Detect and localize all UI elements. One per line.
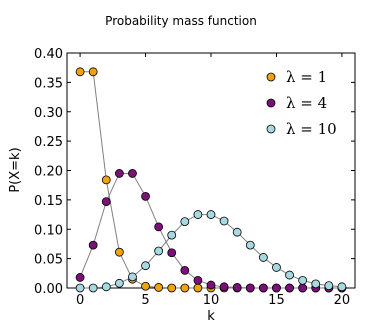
legend-label: λ = 1 — [286, 68, 327, 86]
data-point — [180, 283, 190, 293]
data-point — [219, 216, 229, 226]
series-layer — [75, 67, 347, 293]
data-point — [101, 197, 111, 207]
data-point — [206, 210, 216, 219]
legend-label: λ = 10 — [286, 120, 337, 138]
data-point — [285, 283, 294, 293]
data-point — [75, 67, 85, 77]
data-point — [141, 261, 150, 271]
y-tick-label: 0.30 — [34, 106, 63, 121]
data-point — [258, 253, 268, 262]
data-point — [311, 279, 321, 289]
y-tick-label: 0.00 — [34, 282, 63, 297]
y-axis: 0.00 0.05 0.10 0.15 0.20 0.25 0.30 0.35 0.40 — [34, 47, 355, 297]
x-tick-label: 15 — [268, 293, 285, 308]
x-tick-label: 10 — [203, 293, 220, 308]
data-point — [193, 210, 203, 219]
data-point — [88, 240, 98, 250]
y-tick-label: 0.20 — [34, 165, 63, 180]
data-point — [75, 273, 85, 282]
y-tick-label: 0.10 — [34, 223, 63, 238]
data-point — [272, 263, 281, 272]
legend-marker — [266, 98, 276, 108]
data-point — [180, 217, 190, 227]
data-point — [167, 230, 177, 240]
data-point — [206, 280, 216, 290]
data-point — [180, 265, 190, 275]
data-point — [141, 281, 150, 291]
y-tick-label: 0.05 — [34, 253, 63, 268]
data-point — [219, 282, 229, 292]
data-point — [88, 283, 98, 293]
data-point — [101, 282, 111, 292]
data-point — [167, 283, 177, 293]
legend-marker — [266, 72, 276, 82]
data-point — [337, 282, 347, 292]
data-point — [101, 175, 111, 185]
data-point — [232, 227, 242, 237]
data-point — [193, 275, 203, 285]
data-point — [154, 283, 164, 292]
data-point — [245, 240, 255, 250]
y-tick-label: 0.35 — [34, 76, 63, 91]
data-point — [245, 283, 255, 293]
y-tick-label: 0.25 — [34, 135, 63, 150]
data-point — [298, 283, 308, 293]
data-point — [154, 246, 164, 256]
data-point — [298, 275, 308, 285]
data-point — [114, 278, 124, 288]
data-point — [128, 169, 137, 178]
data-point — [258, 283, 268, 293]
plot-area — [66, 52, 356, 289]
legend: λ = 1 λ = 4 λ = 10 — [266, 68, 337, 138]
data-point — [114, 247, 124, 257]
chart-title: Probability mass function — [105, 14, 257, 28]
x-tick-label: 0 — [76, 293, 84, 308]
data-point — [141, 191, 150, 201]
data-point — [324, 281, 334, 291]
y-tick-label: 0.40 — [34, 47, 63, 62]
series-3 — [75, 210, 347, 293]
data-point — [88, 67, 98, 77]
legend-marker — [266, 124, 276, 134]
x-tick-label: 20 — [334, 293, 351, 308]
x-axis-label: k — [207, 309, 215, 322]
data-point — [154, 222, 164, 232]
data-point — [128, 272, 137, 282]
data-point — [167, 248, 177, 258]
data-point — [285, 270, 294, 280]
data-point — [193, 283, 203, 293]
y-axis-label: P(X=k) — [8, 147, 23, 192]
data-point — [75, 283, 85, 293]
data-point — [272, 283, 281, 293]
data-point — [232, 283, 242, 292]
y-tick-label: 0.15 — [34, 194, 63, 209]
data-point — [114, 169, 124, 178]
legend-label: λ = 4 — [286, 94, 327, 112]
x-tick-label: 5 — [141, 293, 149, 308]
